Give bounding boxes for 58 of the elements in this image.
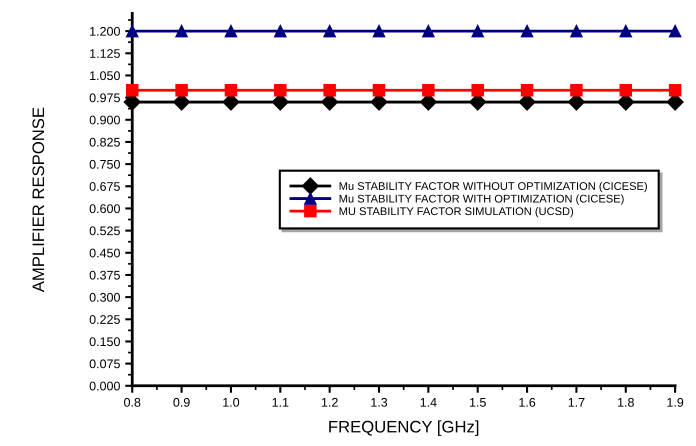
x-tick-label: 1.0: [223, 398, 240, 407]
legend-label: MU STABILITY FACTOR SIMULATION (UCSD): [340, 206, 574, 218]
y-tick-label: 0.675: [90, 182, 120, 191]
y-tick-label: 0.450: [90, 248, 120, 258]
point: [520, 24, 534, 38]
x-tick-label: 1.5: [470, 398, 486, 407]
point: [274, 84, 287, 96]
x-tick-label: 1.4: [420, 398, 437, 407]
y-tick-label: 0.525: [90, 226, 120, 236]
point: [372, 84, 386, 96]
point: [620, 84, 632, 96]
x-tick-label: 1.7: [568, 398, 584, 407]
y-tick-label: 0.000: [90, 382, 120, 390]
y-tick-label: 0.600: [90, 204, 120, 214]
point: [224, 24, 238, 38]
y-tick-label: 0.975: [90, 93, 120, 102]
y-tick-label: 1.200: [90, 26, 120, 36]
legend-label: Mu STABILITY FACTOR WITHOUT OPTIMIZATION (CICESE): [340, 182, 647, 192]
y-tick-label: 0.900: [90, 116, 120, 124]
point: [471, 24, 484, 38]
y-tick-label: 0.825: [90, 138, 120, 147]
x-tick-label: 1.1: [272, 398, 288, 407]
x-tick-label: 0.8: [124, 398, 140, 407]
y-tick-label: 1.050: [90, 71, 120, 80]
point: [668, 24, 682, 38]
y-tick-label: 0.300: [90, 292, 120, 302]
point: [224, 84, 238, 96]
point: [620, 24, 632, 38]
point: [175, 84, 188, 96]
point: [520, 84, 534, 96]
x-axis-title: FREQUENCY [GHz]: [329, 420, 478, 436]
point: [372, 24, 386, 38]
x-tick-label: 0.9: [173, 398, 190, 407]
y-tick-label: 0.075: [90, 359, 120, 368]
x-tick-label: 1.2: [322, 398, 338, 407]
point: [175, 24, 188, 38]
point: [570, 24, 583, 38]
point: [126, 84, 138, 96]
y-tick-label: 1.125: [90, 49, 120, 58]
y-tick-label: 0.150: [90, 337, 120, 346]
point: [126, 24, 138, 38]
y-axis-title: AMPLIFIER RESPONSE: [32, 108, 44, 292]
point: [570, 84, 583, 96]
x-tick-label: 1.8: [618, 398, 634, 407]
point: [323, 24, 336, 38]
x-tick-label: 1.6: [519, 398, 536, 407]
x-tick-label: 1.3: [371, 398, 388, 407]
x-tick-label: 1.9: [667, 398, 684, 407]
point: [323, 84, 336, 96]
point: [471, 84, 484, 96]
point: [422, 84, 435, 96]
y-tick-label: 0.375: [90, 270, 120, 280]
y-tick-label: 0.750: [90, 160, 120, 169]
point: [274, 24, 287, 38]
point: [668, 84, 682, 96]
point: [422, 24, 435, 38]
y-tick-label: 0.225: [90, 315, 120, 324]
legend-label: Mu STABILITY FACTOR WITH OPTIMIZATION (CICESE): [340, 194, 624, 205]
